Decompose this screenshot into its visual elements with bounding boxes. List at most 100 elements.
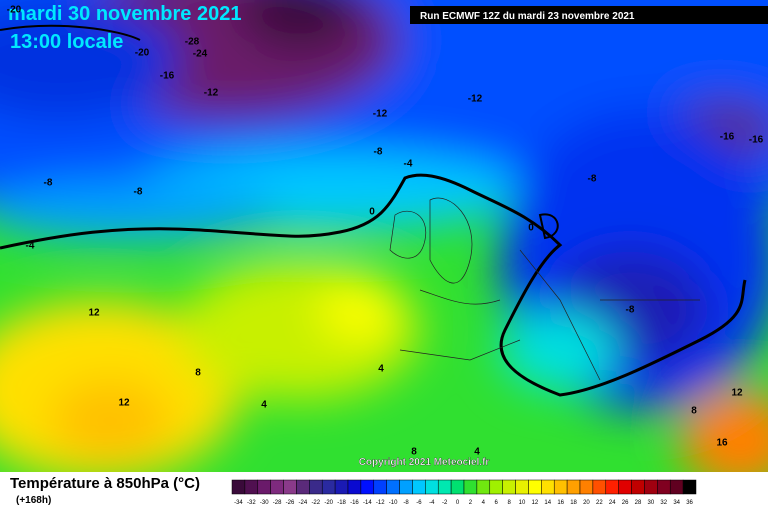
- contour-label: 4: [474, 447, 480, 458]
- copyright: Copyright 2021 Meteociel.fr: [359, 457, 490, 468]
- contour-label: -4: [26, 241, 35, 252]
- colorbar-cell: [502, 479, 516, 495]
- contour-label: 16: [716, 438, 728, 449]
- contour-label: -8: [588, 174, 597, 185]
- colorbar-label: 16: [557, 500, 564, 506]
- colorbar-cell: [321, 479, 336, 495]
- contour-label: 4: [378, 364, 384, 375]
- contour-label: 8: [691, 406, 697, 417]
- contour-label: -8: [626, 305, 635, 316]
- colorbar-cell: [553, 479, 568, 495]
- colorbar-cell: [296, 479, 310, 495]
- contour-label: -8: [134, 187, 143, 198]
- colorbar-label: -24: [299, 500, 308, 506]
- contour-label: -24: [193, 49, 208, 60]
- colorbar-cell: [437, 479, 452, 495]
- colorbar-cell: [489, 479, 503, 495]
- lead-time: (+168h): [16, 495, 51, 506]
- colorbar-label: -20: [324, 500, 333, 506]
- colorbar-cell: [450, 479, 465, 495]
- temperature-field: [0, 0, 768, 472]
- colorbar-cell: [476, 479, 491, 495]
- colorbar-label: 24: [609, 500, 616, 506]
- contour-label: 8: [195, 368, 201, 379]
- colorbar-label: -4: [429, 500, 435, 506]
- colorbar-label: 34: [673, 500, 680, 506]
- colorbar-cell: [657, 479, 671, 495]
- colorbar-cell: [399, 479, 413, 495]
- colorbar-cell: [566, 479, 581, 495]
- colorbar-cell: [541, 479, 555, 495]
- colorbar-label: -28: [273, 500, 282, 506]
- colorbar-label: 28: [635, 500, 642, 506]
- contour-label: -12: [204, 88, 219, 99]
- colorbar-label: -2: [442, 500, 448, 506]
- colorbar-label: -12: [376, 500, 385, 506]
- contour-label: -12: [468, 94, 483, 105]
- contour-label: -28: [185, 37, 200, 48]
- colorbar-label: -22: [311, 500, 320, 506]
- contour-label: 4: [261, 400, 267, 411]
- colorbar-label: 4: [482, 500, 486, 506]
- colorbar-label: 18: [570, 500, 577, 506]
- colorbar-label: 30: [648, 500, 655, 506]
- colorbar-cell: [618, 479, 632, 495]
- time: 13:00 locale: [10, 31, 123, 53]
- colorbar-cell: [283, 479, 297, 495]
- run: Run ECMWF 12Z du mardi 23 novembre 2021: [420, 11, 635, 22]
- colorbar-cell: [270, 479, 284, 495]
- colorbar-label: 20: [583, 500, 590, 506]
- colorbar-label: 2: [469, 500, 473, 506]
- colorbar-cell: [528, 479, 542, 495]
- colorbar-cell: [605, 479, 619, 495]
- colorbar-label: -14: [363, 500, 372, 506]
- colorbar-label: 6: [495, 500, 499, 506]
- colorbar-label: -6: [416, 500, 422, 506]
- contour-label: 0: [369, 207, 375, 218]
- colorbar-cell: [579, 479, 594, 495]
- contour-label: -4: [404, 159, 413, 170]
- contour-label: -16: [720, 132, 735, 143]
- colorbar-label: -32: [247, 500, 256, 506]
- colorbar-cell: [644, 479, 658, 495]
- colorbar-label: -8: [403, 500, 409, 506]
- contour-label: -8: [44, 178, 53, 189]
- colorbar-label: 22: [596, 500, 603, 506]
- colorbar-label: -16: [350, 500, 359, 506]
- colorbar-cell: [425, 479, 439, 495]
- colorbar-label: 8: [507, 500, 511, 506]
- colorbar-label: -18: [337, 500, 346, 506]
- colorbar-cell: [347, 479, 362, 495]
- run-box: [410, 6, 768, 24]
- colorbar-cell: [682, 479, 697, 495]
- colorbar-cell: [631, 479, 645, 495]
- colorbar-label: -10: [389, 500, 398, 506]
- colorbar-cell: [412, 479, 426, 495]
- colorbar-label: 14: [544, 500, 551, 506]
- contour-label: 0: [528, 223, 534, 234]
- colorbar-cell: [669, 479, 684, 495]
- colorbar-label: 36: [686, 500, 693, 506]
- legend-title: Température à 850hPa (°C): [10, 475, 200, 492]
- colorbar-label: 26: [622, 500, 629, 506]
- colorbar-label: -26: [286, 500, 295, 506]
- colorbar-label: 0: [456, 500, 460, 506]
- colorbar-cell: [244, 479, 259, 495]
- date: mardi 30 novembre 2021: [8, 3, 241, 25]
- colorbar-label: 12: [532, 500, 539, 506]
- colorbar-label: -30: [260, 500, 269, 506]
- colorbar-label: 10: [519, 500, 526, 506]
- colorbar-cell: [231, 479, 246, 495]
- contour-label: -20: [135, 48, 150, 59]
- contour-label: -20: [7, 5, 22, 16]
- colorbar-cell: [592, 479, 607, 495]
- colorbar-cell: [386, 479, 400, 495]
- contour-label: -12: [373, 109, 388, 120]
- colorbar-cell: [463, 479, 478, 495]
- colorbar-cell: [373, 479, 387, 495]
- colorbar-label: -34: [234, 500, 243, 506]
- contour-label: 8: [411, 447, 417, 458]
- colorbar-cell: [515, 479, 529, 495]
- colorbar-cell: [360, 479, 375, 495]
